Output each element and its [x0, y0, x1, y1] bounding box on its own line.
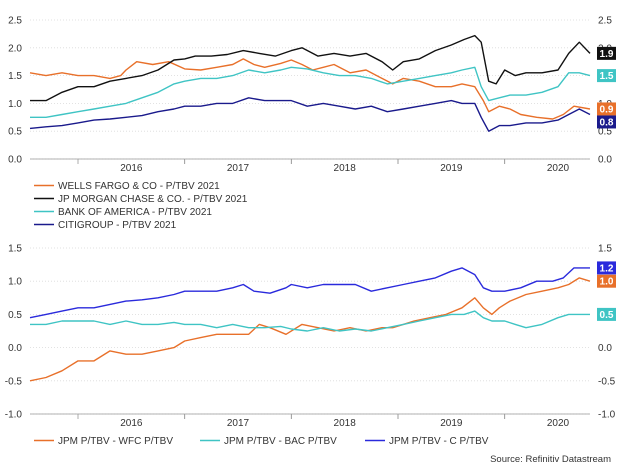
series-line-jpm-p-tbv-c-p-tbv	[29, 267, 590, 319]
y-tick-label-left: 1.0	[8, 99, 22, 110]
legend-label: JPM P/TBV - C P/TBV	[389, 436, 489, 447]
y-tick-label-left: 0.0	[8, 343, 22, 354]
y-tick-label-left: 1.5	[8, 71, 22, 82]
y-tick-label-left: -1.0	[5, 410, 23, 421]
end-value-badge-bank-of-america-p-tbv-2021	[597, 69, 616, 83]
y-tick-label-right: -0.5	[598, 376, 616, 387]
legend-label: WELLS FARGO & CO - P/TBV 2021	[58, 181, 220, 192]
top-chart-legend: WELLS FARGO & CO - P/TBV 2021 JP MORGAN C…	[34, 181, 248, 231]
series-line-jpm-p-tbv-bac-p-tbv	[30, 310, 590, 332]
y-tick-label-right: 0.0	[598, 343, 612, 354]
y-tick-label-right: 1.5	[598, 244, 612, 255]
x-tick-label: 2018	[334, 418, 357, 429]
x-tick-label: 2016	[120, 163, 143, 174]
end-value-label: 0.8	[600, 117, 614, 128]
x-tick-label: 2018	[334, 163, 357, 174]
series-line-wells-fargo-co-p-tbv-2021	[29, 58, 591, 120]
x-tick-label: 2017	[227, 418, 250, 429]
y-tick-label-right: -1.0	[598, 410, 616, 421]
x-tick-label: 2020	[547, 418, 570, 429]
x-tick-label: 2019	[440, 163, 463, 174]
bottom-chart: -1.0 -1.0 -0.5 -0.5 0.0 0.0 0.5 0.5 1.0 1.0 1.5 1.5…	[5, 244, 616, 429]
y-tick-label-left: 2.0	[8, 43, 22, 54]
series-line-bank-of-america-p-tbv-2021	[30, 66, 591, 118]
end-value-badge-jpm-p-tbv-bac-p-tbv	[597, 307, 616, 321]
series-line-citigroup-p-tbv-2021	[29, 97, 591, 132]
end-value-label: 1.2	[600, 263, 614, 274]
legend-label: JPM P/TBV - BAC P/TBV	[224, 436, 337, 447]
end-value-label: 0.9	[600, 104, 614, 115]
x-tick-label: 2019	[440, 418, 463, 429]
end-value-label: 0.5	[600, 310, 614, 321]
bottom-chart-legend: JPM P/TBV - WFC P/TBV JPM P/TBV - BAC P/T…	[34, 436, 489, 447]
x-tick-label: 2016	[120, 418, 143, 429]
end-value-label: 1.0	[600, 277, 614, 288]
top-chart: 0.00.00.50.51.01.01.51.52.02.02.52.52016…	[8, 16, 616, 174]
y-tick-label-left: -0.5	[5, 376, 23, 387]
x-tick-label: 2020	[547, 163, 570, 174]
end-value-badge-wells-fargo-co-p-tbv-2021	[597, 102, 616, 116]
y-tick-label-left: 0.0	[8, 155, 22, 166]
legend-label: CITIGROUP - P/TBV 2021	[58, 220, 177, 231]
legend-label: JP MORGAN CHASE & CO. - P/TBV 2021	[58, 194, 248, 205]
legend-label: JPM P/TBV - WFC P/TBV	[58, 436, 173, 447]
y-tick-label-right: 0.0	[598, 155, 612, 166]
y-tick-label-right: 2.5	[598, 16, 612, 27]
end-value-badge-jpm-p-tbv-c-p-tbv	[597, 261, 616, 275]
x-tick-label: 2017	[227, 163, 250, 174]
end-value-label: 1.9	[600, 49, 614, 60]
end-value-label: 1.5	[600, 71, 614, 82]
y-tick-label-left: 1.0	[8, 277, 22, 288]
source-note: Source: Refinitiv Datastream	[490, 454, 611, 465]
y-tick-label-left: 0.5	[8, 310, 22, 321]
legend-label: BANK OF AMERICA - P/TBV 2021	[58, 207, 212, 218]
y-tick-label-left: 2.5	[8, 16, 22, 27]
y-tick-label-left: 0.5	[8, 127, 22, 138]
end-value-badge-jp-morgan-chase-co-p-tbv-2021	[597, 46, 616, 60]
y-tick-label-right: 0.5	[598, 127, 612, 138]
series-line-jp-morgan-chase-co-p-tbv-2021	[30, 34, 591, 102]
end-value-badge-citigroup-p-tbv-2021	[597, 115, 616, 129]
series-line-jpm-p-tbv-wfc-p-tbv	[29, 277, 591, 382]
end-value-badge-jpm-p-tbv-wfc-p-tbv	[597, 274, 616, 288]
y-tick-label-left: 1.5	[8, 244, 22, 255]
